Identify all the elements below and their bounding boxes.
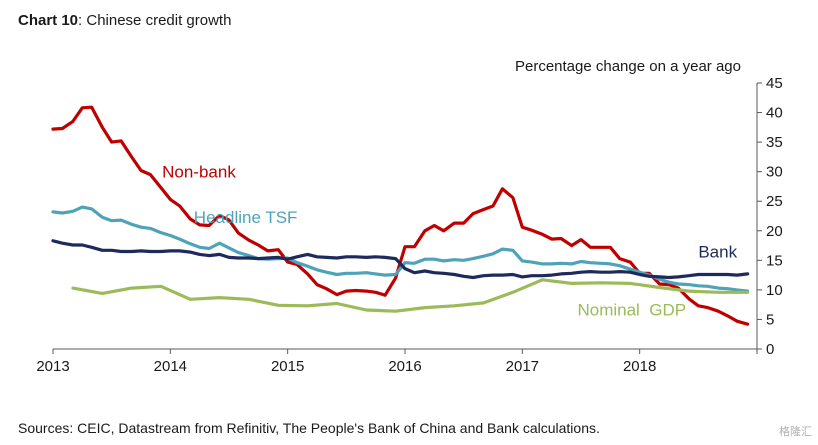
y-tick-label-15: 15 — [766, 252, 783, 269]
y-tick-label-45: 45 — [766, 75, 783, 92]
x-tick-label-2016: 2016 — [388, 358, 421, 375]
series-label-bank: Bank — [698, 242, 737, 261]
y-tick-label-35: 35 — [766, 134, 783, 151]
watermark: 格隆汇 — [779, 426, 812, 438]
y-tick-label-25: 25 — [766, 193, 783, 210]
x-tick-label-2014: 2014 — [154, 358, 187, 375]
series-line-headline-tsf — [51, 205, 750, 293]
series-label-headline-tsf: Headline TSF — [194, 208, 298, 227]
x-tick-label-2015: 2015 — [271, 358, 304, 375]
y-tick-label-0: 0 — [766, 341, 774, 358]
series-line-bank — [51, 239, 750, 280]
x-tick-label-2018: 2018 — [623, 358, 656, 375]
y-tick-label-5: 5 — [766, 311, 774, 328]
series-line-non-bank — [51, 105, 750, 326]
chart-title-bold: Chart 10 — [18, 12, 79, 29]
series-label-nominal-gdp: Nominal GDP — [577, 300, 686, 319]
y-tick-label-10: 10 — [766, 282, 783, 299]
y-tick-label-30: 30 — [766, 164, 783, 181]
y-tick-label-20: 20 — [766, 223, 783, 240]
x-tick-label-2013: 2013 — [36, 358, 69, 375]
chart-title: Chart 10: Chinese credit growth — [18, 12, 231, 29]
series-line-nominal-gdp — [71, 278, 750, 313]
x-tick-label-2017: 2017 — [506, 358, 539, 375]
y-axis-label: Percentage change on a year ago — [514, 58, 741, 75]
source-note: Sources: CEIC, Datastream from Refinitiv… — [18, 420, 600, 436]
y-tick-label-40: 40 — [766, 105, 783, 122]
chart-title-rest: : Chinese credit growth — [78, 12, 232, 29]
series-label-non-bank: Non-bank — [162, 163, 236, 182]
